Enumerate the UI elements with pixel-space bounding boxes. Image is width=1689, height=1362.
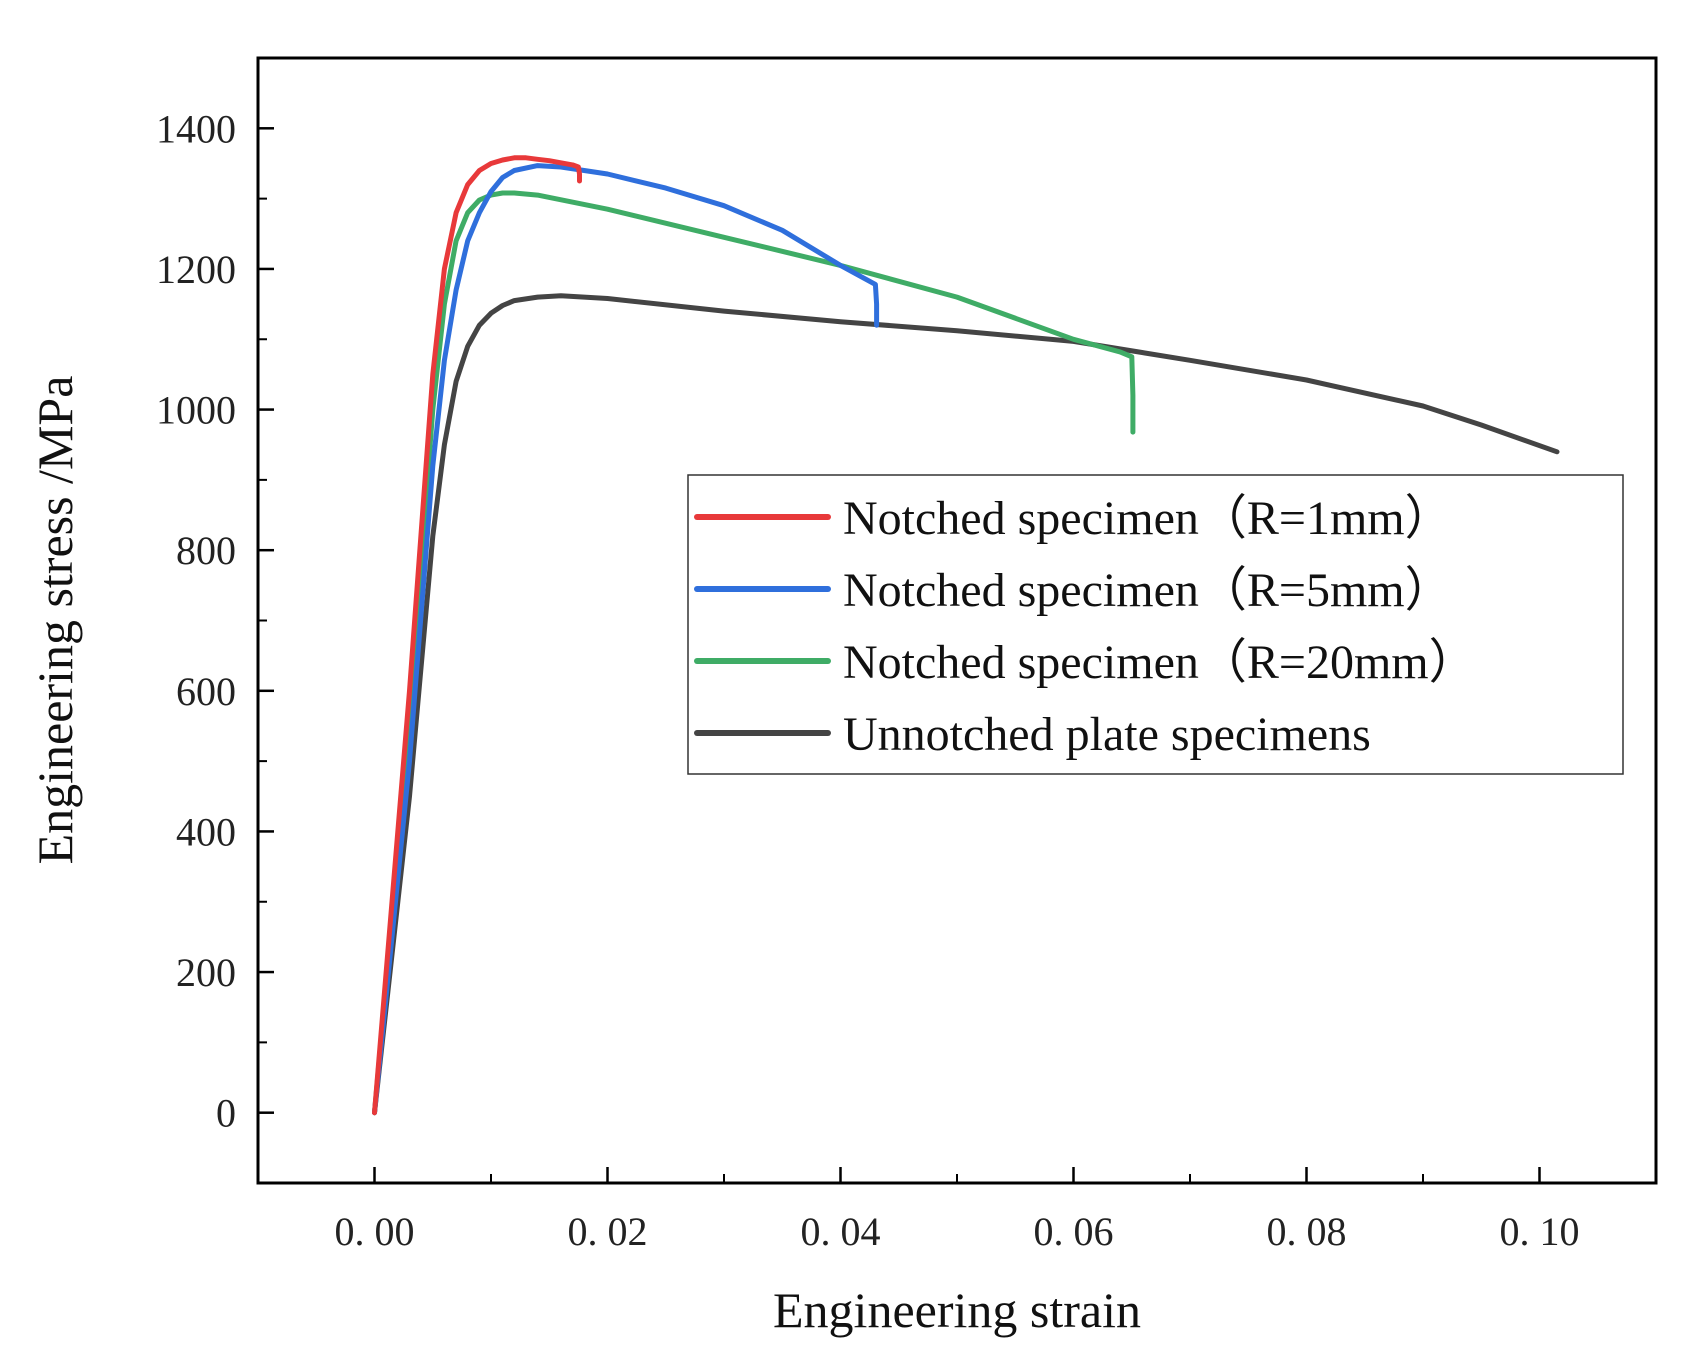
- y-tick-label: 200: [176, 950, 236, 995]
- y-axis-title: Engineering stress /MPa: [27, 376, 83, 865]
- legend-box: [687, 474, 1624, 775]
- y-tick-label: 400: [176, 809, 236, 854]
- legend: Notched specimen（R=1mm） Notched specimen（…: [687, 474, 1624, 775]
- x-axis-title: Engineering strain: [773, 1282, 1141, 1338]
- series-line-3: [372, 293, 1560, 1116]
- y-tick-label: 1400: [156, 106, 236, 151]
- legend-label: Unnotched plate specimens: [843, 708, 1371, 761]
- x-tick-label: 0. 00: [335, 1209, 415, 1254]
- legend-label: Notched specimen（R=5mm）: [843, 564, 1453, 617]
- series-line-0: [372, 155, 582, 1116]
- x-tick-label: 0. 06: [1034, 1209, 1114, 1254]
- x-tick-label: 0. 02: [568, 1209, 648, 1254]
- axis-ticks: 0. 00 0. 02 0. 04 0. 06 0. 08 0. 10 0 200 400 600…: [156, 106, 1580, 1254]
- y-tick-label: 600: [176, 669, 236, 714]
- x-tick-label: 0. 10: [1500, 1209, 1580, 1254]
- legend-label: Notched specimen（R=20mm）: [843, 636, 1477, 689]
- series-line-2: [372, 190, 1136, 1116]
- series-line-1: [372, 163, 880, 1116]
- x-tick-label: 0. 04: [801, 1209, 881, 1254]
- y-tick-label: 1200: [156, 247, 236, 292]
- series-lines: [372, 155, 1560, 1116]
- y-tick-label: 0: [216, 1091, 236, 1136]
- y-tick-label: 1000: [156, 388, 236, 433]
- legend-label: Notched specimen（R=1mm）: [843, 492, 1453, 545]
- y-tick-label: 800: [176, 528, 236, 573]
- x-tick-label: 0. 08: [1267, 1209, 1347, 1254]
